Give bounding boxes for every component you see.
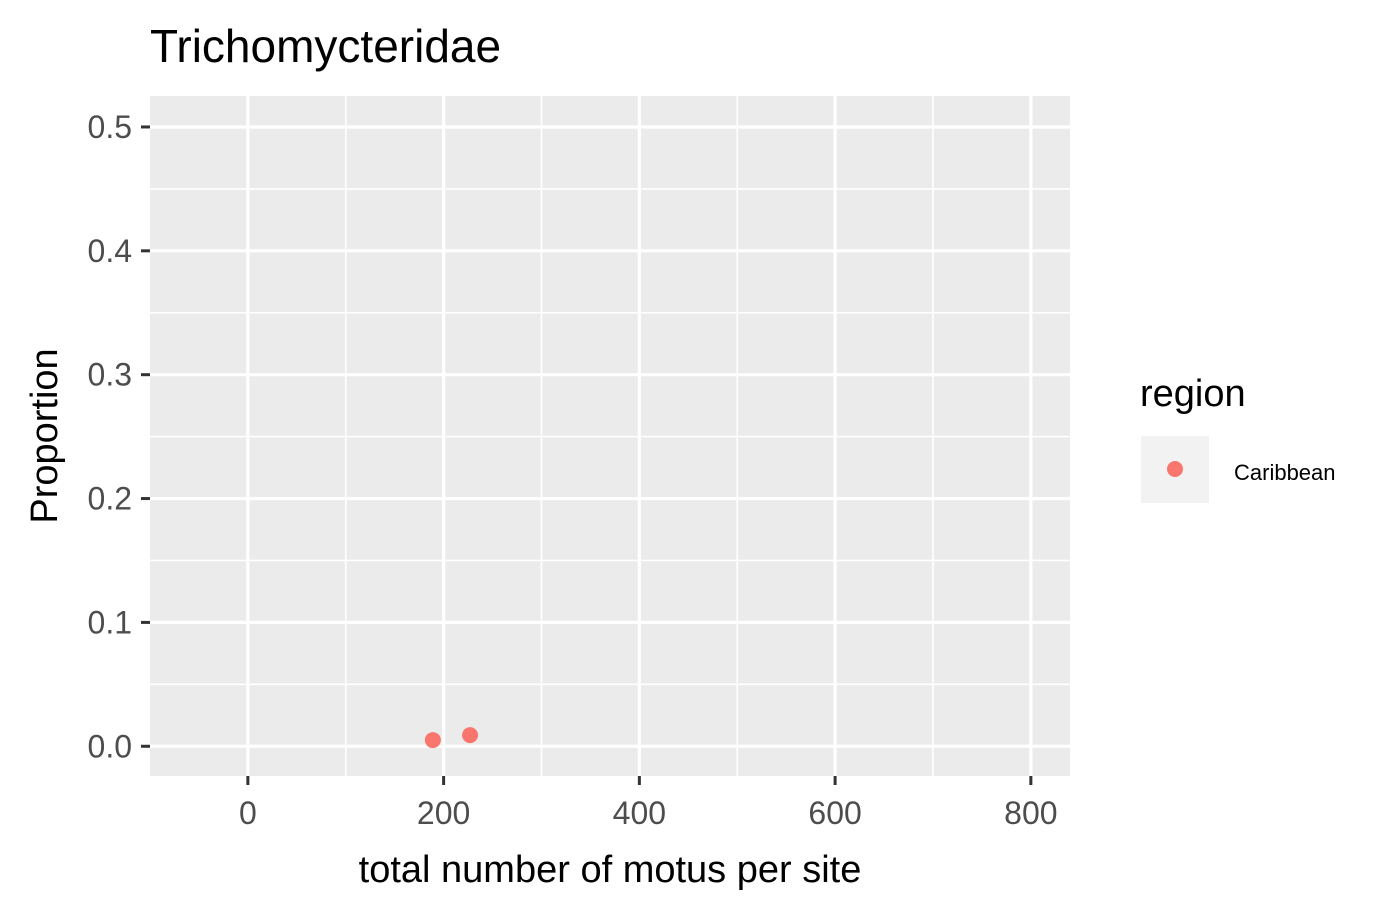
x-tick-label: 600 [808, 795, 861, 831]
y-axis-title: Proportion [24, 348, 66, 523]
legend-title: region [1140, 373, 1246, 415]
y-tick-label: 0.1 [88, 604, 132, 640]
y-tick-label: 0.5 [88, 109, 132, 145]
x-tick-label: 800 [1004, 795, 1057, 831]
y-tick-label: 0.0 [88, 728, 132, 764]
data-points [424, 727, 479, 749]
x-axis: 0 200 400 600 800 [239, 776, 1058, 831]
legend-label-caribbean: Caribbean [1234, 460, 1336, 485]
chart-title: Trichomycteridae [150, 20, 501, 72]
data-point [424, 732, 441, 749]
y-tick-label: 0.2 [88, 481, 132, 517]
y-tick-label: 0.4 [88, 233, 132, 269]
x-tick-label: 200 [417, 795, 470, 831]
x-axis-title: total number of motus per site [359, 849, 862, 891]
y-axis: 0.0 0.1 0.2 0.3 0.4 0.5 [88, 109, 150, 764]
grid-lines [150, 96, 1070, 776]
x-tick-label: 0 [239, 795, 257, 831]
data-point [462, 727, 479, 744]
y-tick-label: 0.3 [88, 357, 132, 393]
legend-key-caribbean [1167, 461, 1183, 477]
legend: region Caribbean [1140, 373, 1336, 503]
x-tick-label: 400 [613, 795, 666, 831]
